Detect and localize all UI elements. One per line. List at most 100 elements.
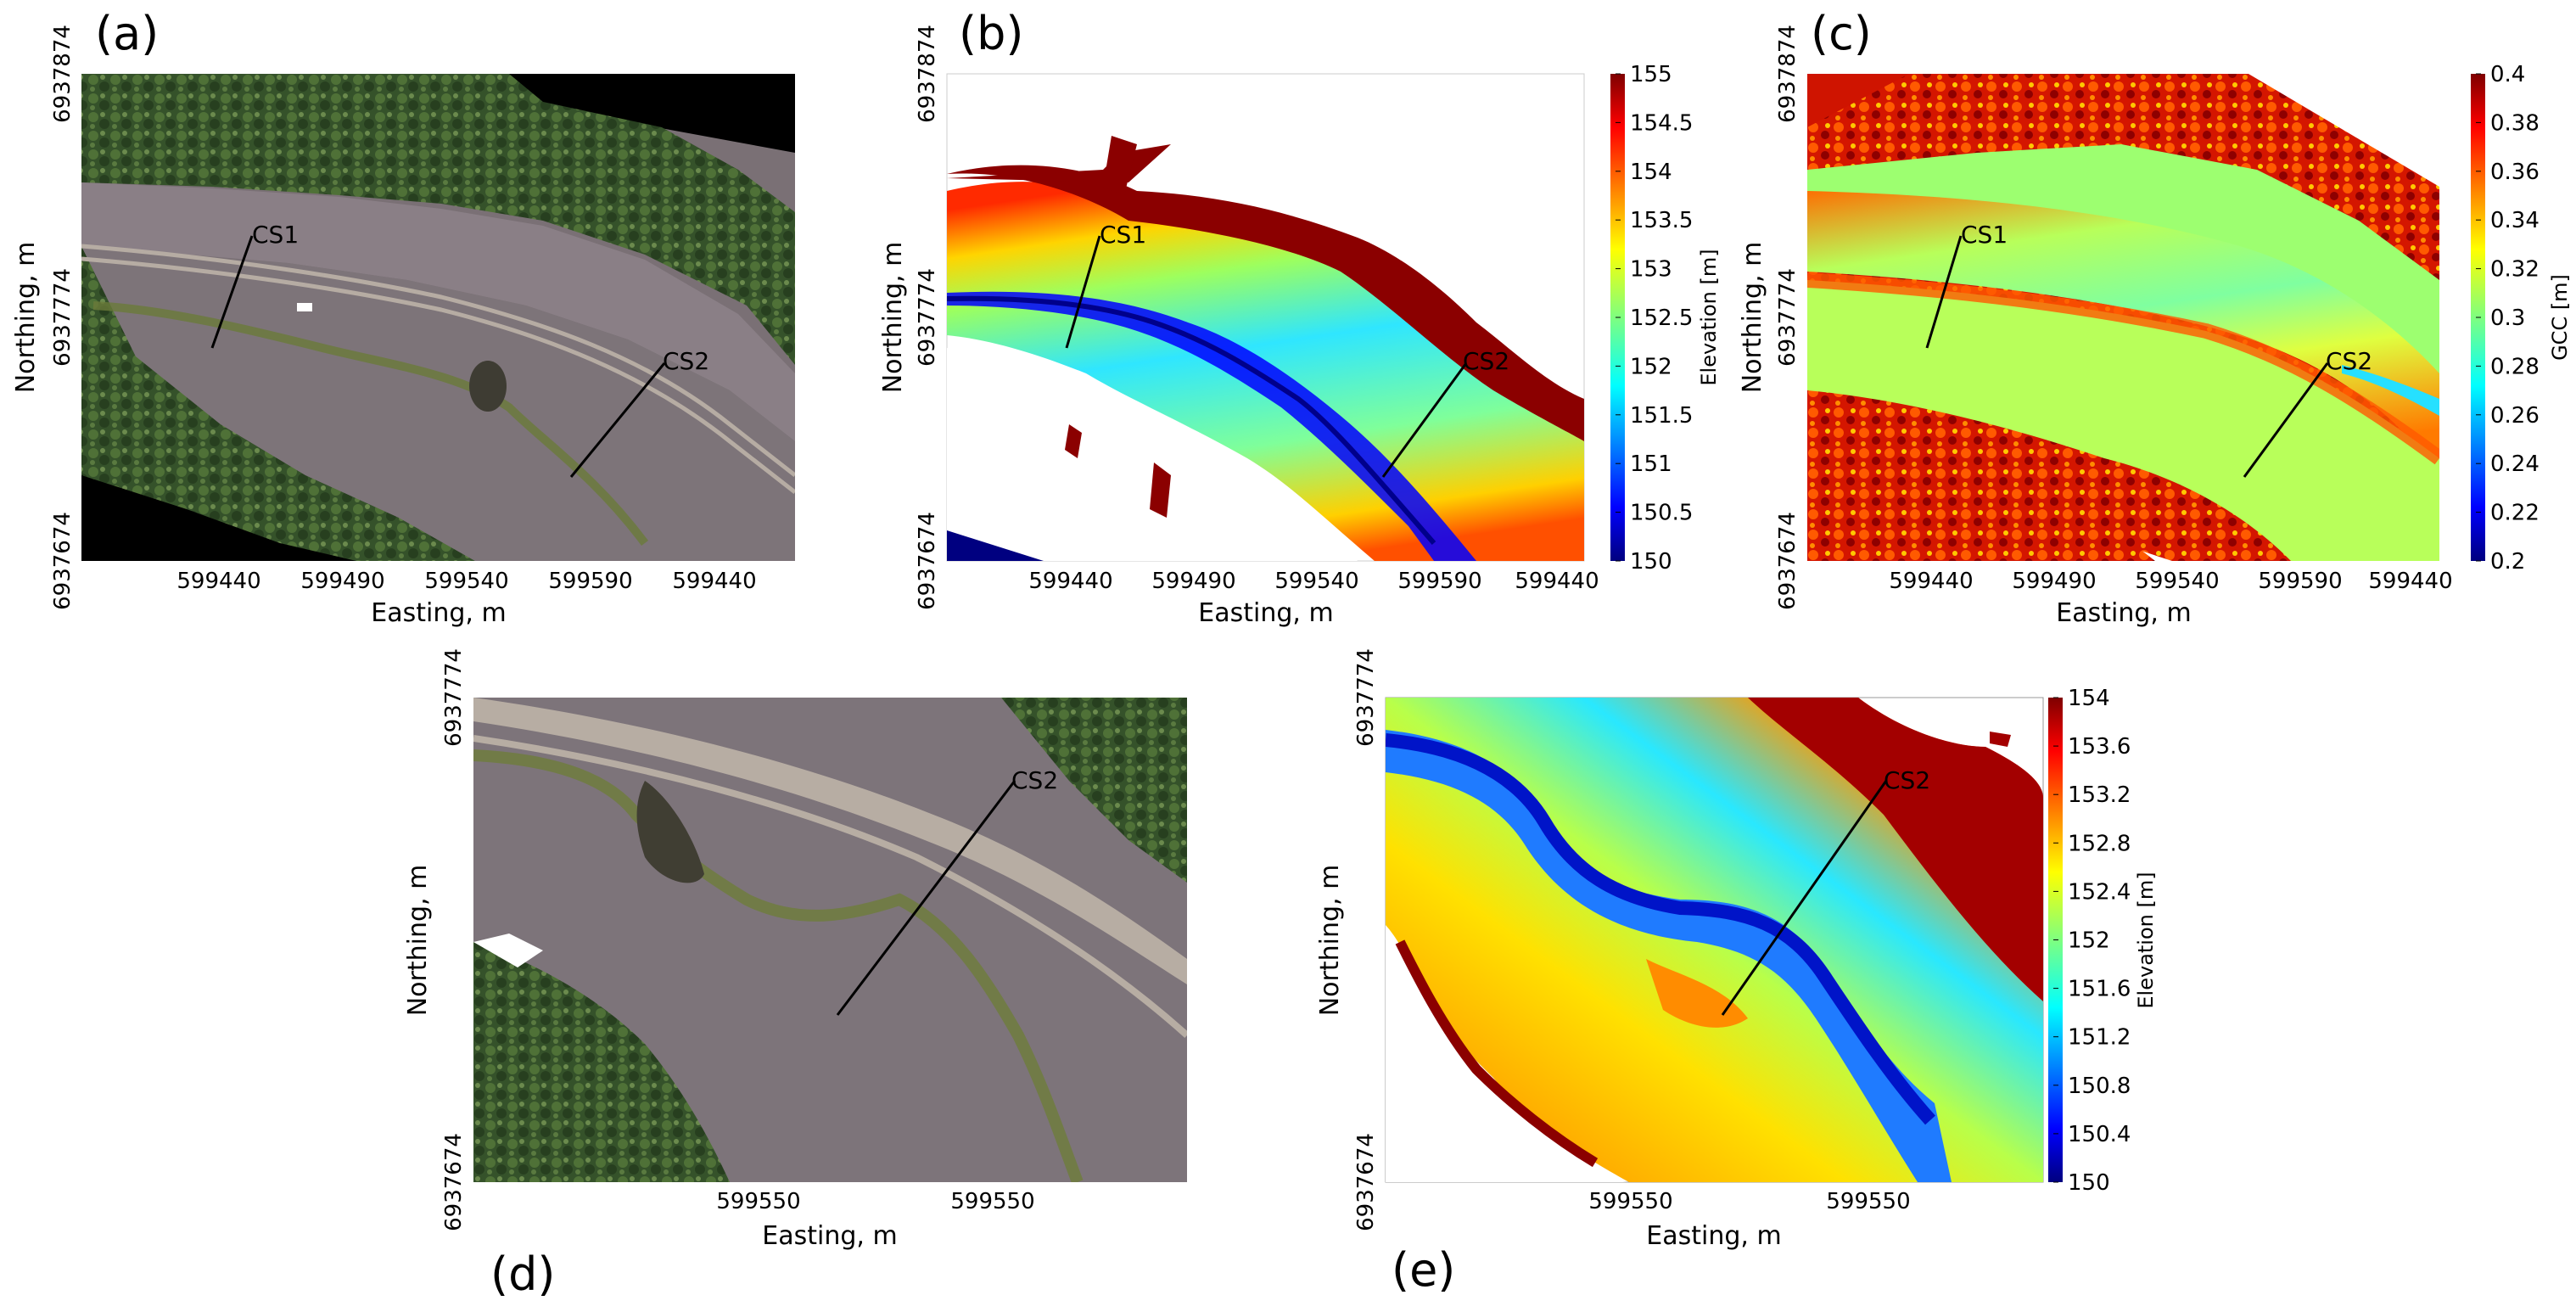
colorbar-e-tick-8: 150.8 [2068,1074,2131,1099]
b-ytick-2: 6937774 [915,268,940,367]
colorbar-c-tick-7: 0.26 [2490,403,2540,429]
colorbar-c-tick-5: 0.3 [2490,306,2525,331]
colorbar-e-tick-5: 152 [2068,928,2110,954]
colorbar-e: 154 153.6 153.2 152.8 152.4 152 151.6 151.2 150.… [2048,686,2158,1196]
b-xtick-3: 599540 [1274,569,1358,594]
a-xtick-3: 599540 [424,569,508,594]
c-ytick-3: 6937674 [1775,512,1800,610]
panel-e-image [1386,698,2043,1182]
a-ytick-3: 6937674 [50,512,76,610]
cs2-label-e: CS2 [1884,766,1930,794]
b-xtick-1: 599440 [1028,569,1112,594]
colorbar-b-tick-2: 154 [1630,160,1672,185]
panel-c-label: (c) [1811,7,1872,60]
colorbar-b-tick-9: 150.5 [1630,501,1693,526]
panel-d-image [473,698,1187,1182]
e-xtick-1: 599550 [1588,1189,1672,1214]
cs2-line-d [836,780,1016,1016]
cs1-label-b: CS1 [1100,221,1146,249]
c-xtick-5: 599440 [2368,569,2452,594]
cs2-label-a: CS2 [663,347,709,375]
panel-b-image [947,136,1584,561]
panel-e: CS2 (e) 599550 599550 Easting, m 6937774… [1315,648,2158,1297]
colorbar-e-tick-9: 150.4 [2068,1122,2131,1147]
panel-d-label: (d) [490,1248,555,1301]
e-ytick-2: 6937674 [1353,1133,1379,1231]
colorbar-c-tick-10: 0.2 [2490,549,2525,575]
colorbar-e-tick-4: 152.4 [2068,879,2131,905]
colorbar-c-tick-1: 0.38 [2490,110,2540,136]
colorbar-e-tick-3: 152.8 [2068,831,2131,856]
colorbar-b-tick-5: 152.5 [1630,306,1693,331]
cs2-line-b [1381,362,1468,478]
a-xtick-4: 599590 [548,569,632,594]
colorbar-b-tick-7: 151.5 [1630,403,1693,429]
colorbar-b-label: Elevation [m] [1697,249,1721,385]
e-ylabel: Northing, m [1315,865,1345,1017]
a-xtick-1: 599440 [176,569,260,594]
colorbar-c-tick-0: 0.4 [2490,62,2525,87]
cs2-line-a [569,362,666,478]
panel-a-label: (a) [95,7,159,60]
a-xtick-5: 599440 [672,569,756,594]
b-ylabel: Northing, m [878,242,908,394]
cs2-label-d: CS2 [1011,766,1058,794]
c-xtick-1: 599440 [1889,569,1973,594]
cs1-line-a [210,235,254,349]
panel-c-image [1807,74,2439,561]
colorbar-c-tick-2: 0.36 [2490,160,2540,185]
colorbar-b-tick-3: 153.5 [1630,208,1693,233]
b-ytick-3: 6937674 [915,512,940,610]
e-xtick-2: 599550 [1826,1189,1910,1214]
cs2-label-b: CS2 [1463,347,1509,375]
d-ytick-2: 6937674 [441,1133,467,1231]
colorbar-c-tick-4: 0.32 [2490,257,2540,283]
colorbar-e-tick-0: 154 [2068,686,2110,711]
colorbar-b-tick-4: 153 [1630,257,1672,283]
e-xlabel: Easting, m [1646,1221,1781,1251]
cs1-label-c: CS1 [1961,221,2008,249]
d-ylabel: Northing, m [403,865,433,1017]
cs2-line-e [1721,780,1888,1016]
colorbar-e-tick-7: 151.2 [2068,1025,2131,1051]
a-xlabel: Easting, m [371,598,506,628]
d-xtick-2: 599550 [950,1189,1034,1214]
cs1-line-b [1065,235,1101,349]
b-xtick-2: 599490 [1151,569,1235,594]
c-ytick-2: 6937774 [1775,268,1800,367]
panel-b: CS1 CS2 (b) 599440 599490 599540 599590 … [878,7,1721,628]
d-xlabel: Easting, m [762,1221,897,1251]
panel-b-label: (b) [959,7,1023,60]
c-ylabel: Northing, m [1738,242,1767,394]
colorbar-e-tick-10: 150 [2068,1170,2110,1196]
colorbar-c-tick-6: 0.28 [2490,354,2540,379]
cs2-label-c: CS2 [2326,347,2372,375]
panel-d: CS2 (d) 599550 599550 Easting, m 6937774… [403,648,1187,1301]
colorbar-e-tick-1: 153.6 [2068,734,2131,760]
a-ytick-1: 6937874 [50,25,76,123]
cs2-line-c [2243,362,2329,478]
cs1-line-c [1925,235,1963,349]
c-xlabel: Easting, m [2056,598,2191,628]
c-ytick-1: 6937874 [1775,25,1800,123]
b-xtick-4: 599590 [1397,569,1481,594]
colorbar-b-tick-8: 151 [1630,451,1672,477]
e-ytick-1: 6937774 [1353,648,1379,747]
colorbar-b-tick-1: 154.5 [1630,110,1693,136]
b-ytick-1: 6937874 [915,25,940,123]
a-ytick-2: 6937774 [50,268,76,367]
panel-e-label: (e) [1392,1243,1455,1297]
colorbar-c-tick-8: 0.24 [2490,451,2540,477]
colorbar-e-label: Elevation [m] [2134,872,2158,1008]
colorbar-e-ticks: 154 153.6 153.2 152.8 152.4 152 151.6 151.2 150.… [2053,686,2131,1196]
d-xtick-1: 599550 [716,1189,800,1214]
colorbar-b-tick-6: 152 [1630,354,1672,379]
colorbar-e-tick-6: 151.6 [2068,977,2131,1002]
d-ytick-1: 6937774 [441,648,467,747]
c-xtick-4: 599590 [2258,569,2342,594]
colorbar-c-tick-9: 0.22 [2490,501,2540,526]
panel-a-image [81,74,795,561]
b-xtick-5: 599440 [1515,569,1599,594]
a-ylabel: Northing, m [11,242,41,394]
colorbar-e-tick-2: 153.2 [2068,782,2131,808]
